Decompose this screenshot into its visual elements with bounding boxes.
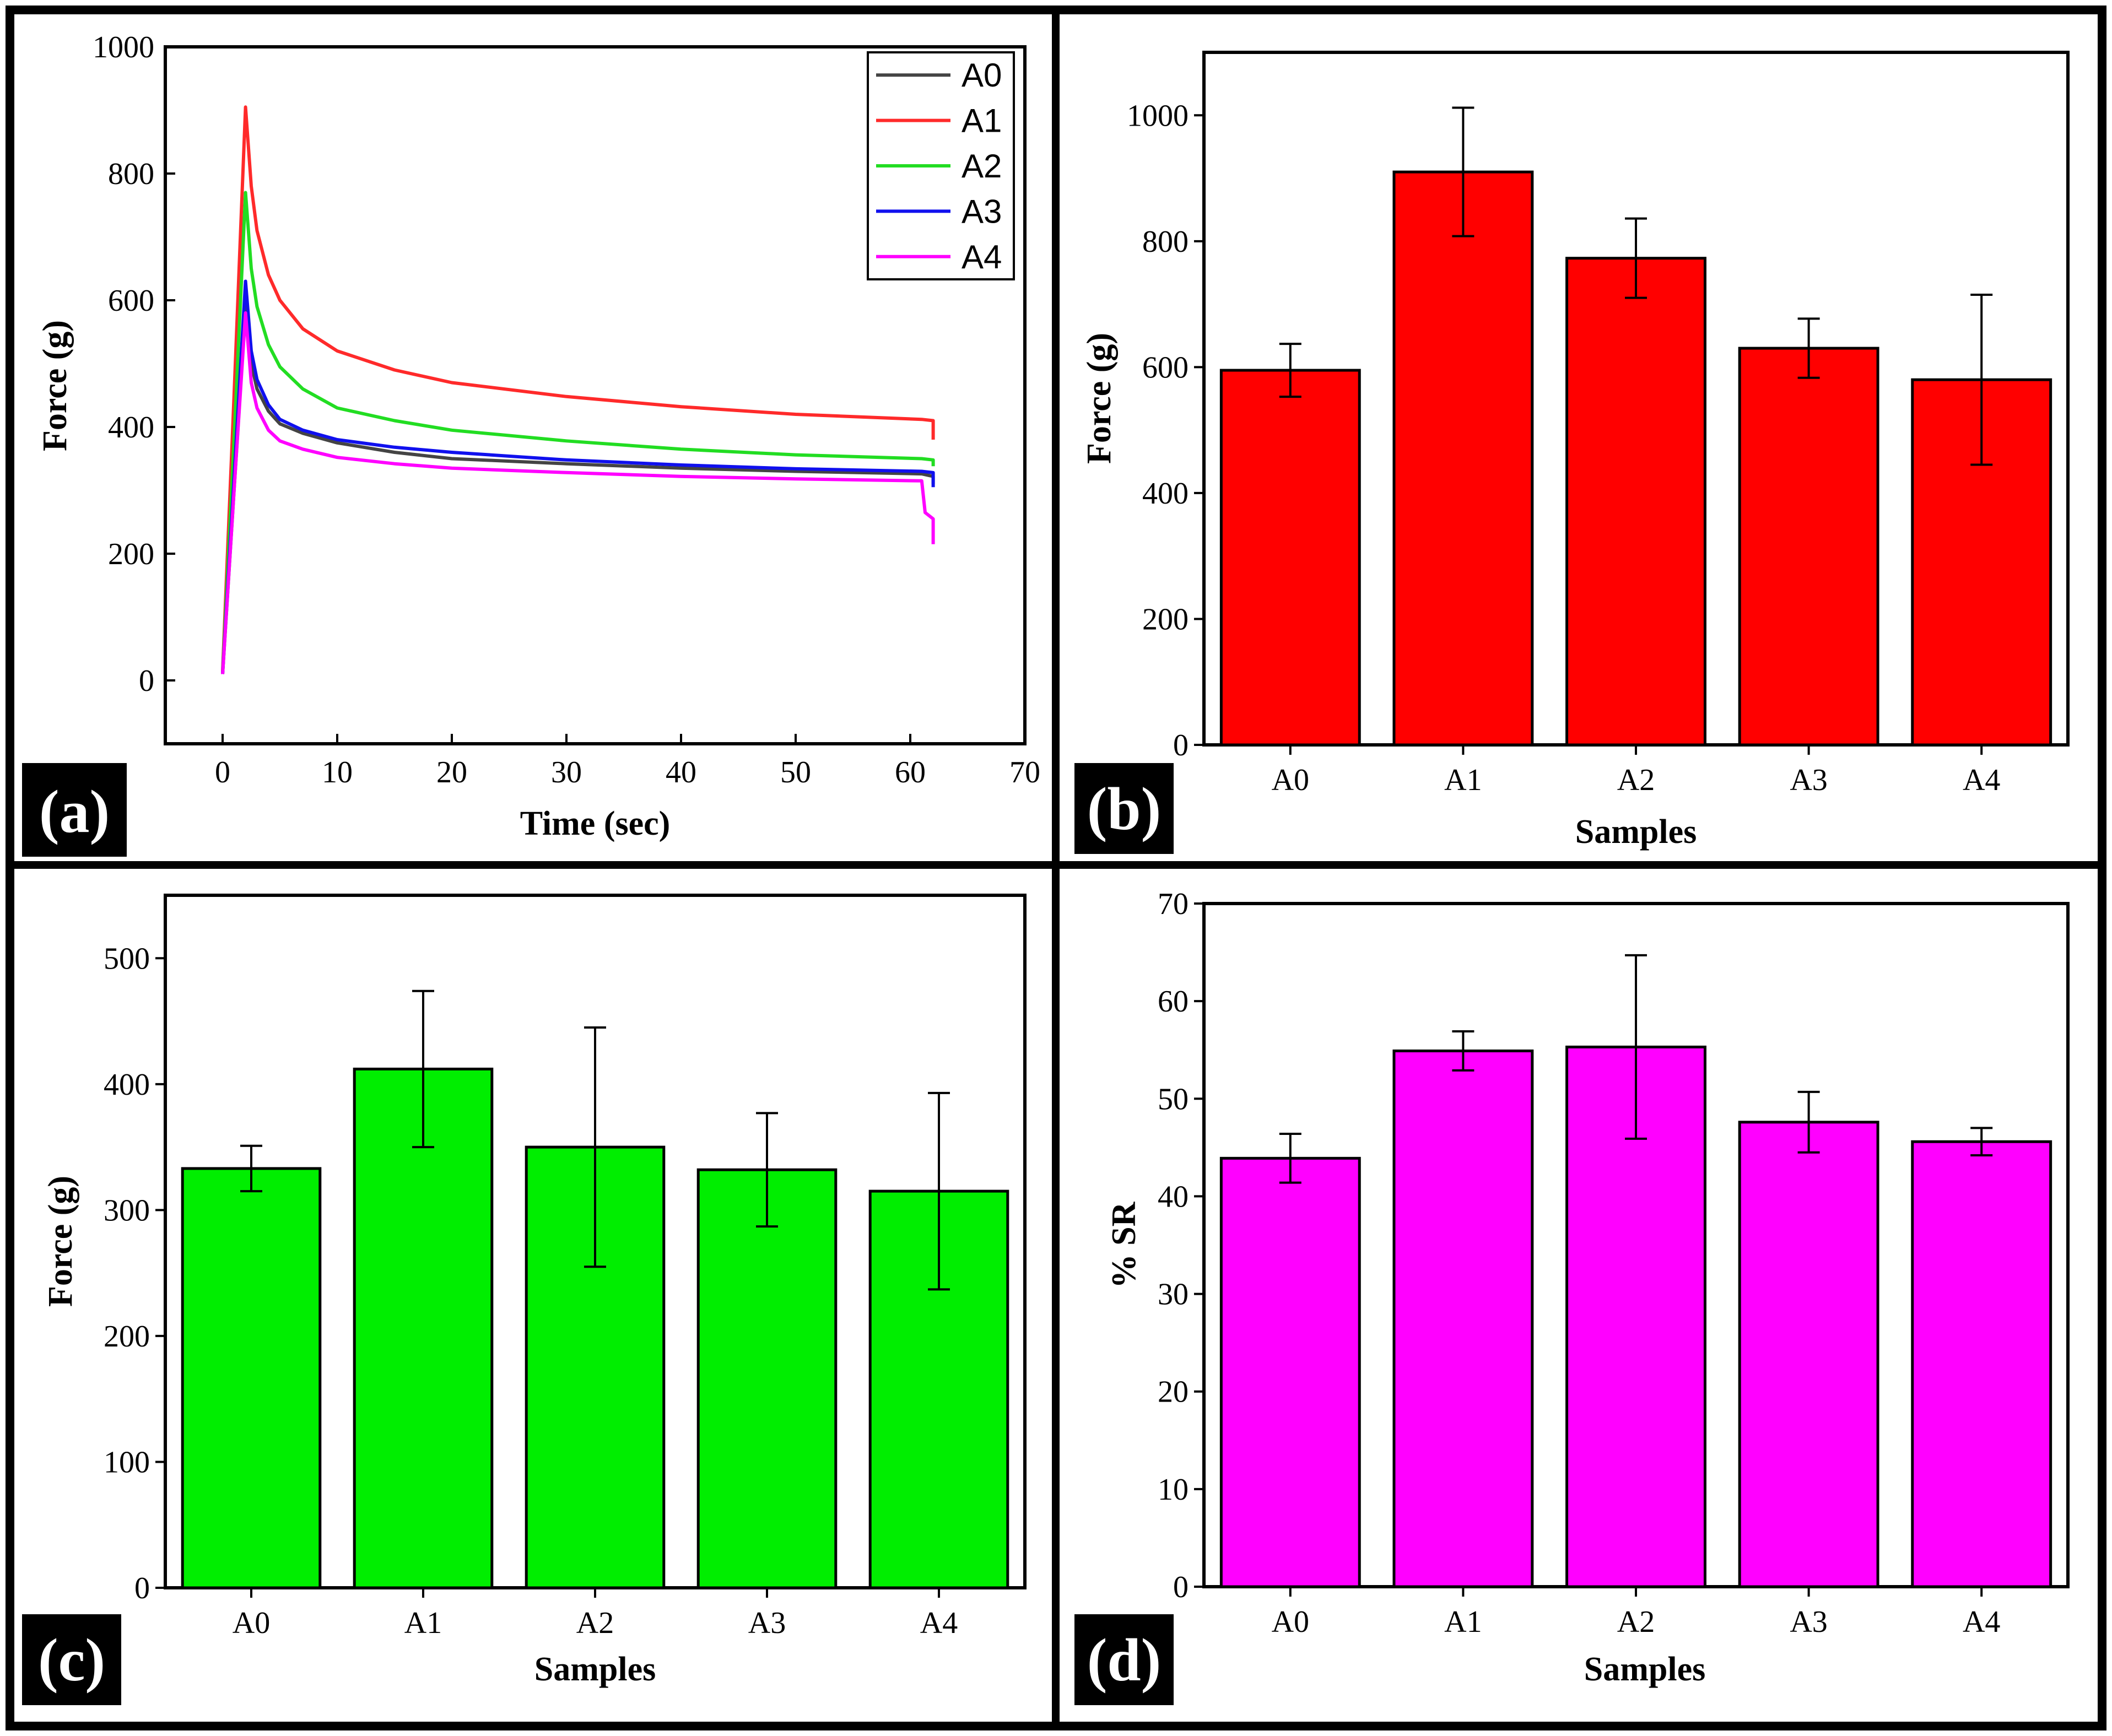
panel-d: 0 10 20 30 40 50 60 70 A0 A1 A2 A3 A4 Samples % SR (… — [1074, 887, 2070, 1705]
y-tick-label-c: 200 — [104, 1319, 150, 1354]
panel-label-c: (c) — [38, 1626, 105, 1694]
x-tick-label-d: A0 — [1272, 1605, 1309, 1639]
bar-a3-c — [696, 1168, 838, 1589]
x-tick-label-a: 50 — [780, 755, 811, 789]
x-tick-label-c: A4 — [920, 1606, 958, 1640]
y-tick-label-d: 60 — [1158, 985, 1189, 1019]
y-tick-label-a: 1000 — [93, 30, 154, 64]
legend-label-a1: A1 — [962, 102, 1002, 139]
x-tick-label-a: 30 — [551, 755, 582, 789]
bars-d: 0 10 20 30 40 50 60 70 A0 A1 A2 A3 A4 — [1158, 887, 2052, 1639]
bar-a4-d — [1911, 1140, 2052, 1588]
x-tick-label-b: A2 — [1617, 763, 1655, 797]
y-tick-label-c: 500 — [104, 942, 150, 976]
bar-a0-b — [1219, 369, 1361, 747]
panel-label-d: (d) — [1087, 1626, 1161, 1694]
legend-label-a3: A3 — [962, 193, 1002, 230]
x-axis-label-c: Samples — [534, 1651, 656, 1688]
y-tick-label-c: 100 — [104, 1445, 150, 1479]
x-tick-label-b: A4 — [1963, 763, 2000, 797]
bar-a0-d — [1219, 1156, 1361, 1588]
bar-a3-d — [1738, 1121, 1879, 1588]
y-tick-label-b: 800 — [1142, 225, 1189, 259]
legend: A0 A1 A2 A3 A4 — [867, 51, 1015, 280]
x-tick-label-d: A3 — [1790, 1605, 1827, 1639]
x-tick-label-a: 20 — [436, 755, 467, 789]
series-line-a1 — [221, 105, 935, 671]
x-axis-label-b: Samples — [1575, 813, 1697, 851]
y-tick-label-d: 70 — [1158, 887, 1189, 921]
legend-label-a2: A2 — [962, 148, 1002, 185]
x-tick-label-b: A3 — [1790, 763, 1827, 797]
panel-c: 0 100 200 300 400 500 A0 A1 A2 A3 A4 Samples Force… — [22, 894, 1027, 1705]
y-tick-label-d: 50 — [1158, 1082, 1189, 1116]
x-axis-label-a: Time (sec) — [520, 805, 671, 842]
legend-label-a4: A4 — [962, 239, 1002, 275]
y-axis-label-a: Force (g) — [36, 320, 74, 451]
x-tick-label-b: A0 — [1272, 763, 1309, 797]
y-tick-label-a: 400 — [108, 410, 154, 445]
panel-label-box-b — [1074, 763, 1174, 854]
axis-ticks-a: 0 10 20 30 40 50 60 70 0 200 400 600 800 1000 — [93, 30, 1040, 789]
x-tick-label-d: A2 — [1617, 1605, 1655, 1639]
panel-b: 0 200 400 600 800 1000 A0 A1 A2 A3 A4 Samples Forc… — [1074, 51, 2070, 854]
bar-a3-b — [1738, 347, 1879, 747]
x-tick-label-a: 0 — [215, 755, 230, 789]
bars-b: 0 200 400 600 800 1000 A0 A1 A2 A3 A4 — [1127, 99, 2052, 797]
x-tick-label-a: 10 — [322, 755, 353, 789]
panel-label-box-d — [1074, 1614, 1174, 1705]
bar-a2-b — [1565, 257, 1706, 747]
x-tick-label-c: A2 — [576, 1606, 614, 1640]
y-tick-label-b: 600 — [1142, 350, 1189, 385]
bar-a1-d — [1392, 1049, 1534, 1588]
x-tick-label-a: 60 — [895, 755, 926, 789]
x-tick-label-c: A0 — [233, 1606, 270, 1640]
plot-frame-a — [164, 45, 1027, 745]
x-tick-label-a: 40 — [666, 755, 696, 789]
y-tick-label-c: 300 — [104, 1193, 150, 1227]
lines-a — [221, 105, 935, 674]
y-tick-label-d: 30 — [1158, 1278, 1189, 1312]
y-axis-label-c: Force (g) — [42, 1176, 79, 1307]
y-tick-label-c: 0 — [134, 1571, 150, 1605]
y-tick-label-d: 20 — [1158, 1375, 1189, 1409]
y-tick-label-b: 0 — [1173, 728, 1189, 762]
x-tick-label-a: 70 — [1009, 755, 1040, 789]
y-axis-label-d: % SR — [1105, 1201, 1143, 1288]
x-tick-label-c: A1 — [404, 1606, 442, 1640]
x-tick-label-d: A4 — [1963, 1605, 2000, 1639]
panel-label-a: (a) — [39, 778, 110, 845]
x-tick-label-d: A1 — [1444, 1605, 1482, 1639]
panel-label-box-c — [22, 1614, 121, 1705]
y-tick-label-a: 200 — [108, 537, 154, 571]
x-axis-label-d: Samples — [1584, 1651, 1705, 1688]
bar-a1-b — [1392, 170, 1534, 747]
y-tick-label-c: 400 — [104, 1068, 150, 1102]
bars-c: 0 100 200 300 400 500 A0 A1 A2 A3 A4 — [104, 942, 1009, 1640]
series-line-a0 — [221, 305, 935, 674]
y-tick-label-d: 40 — [1158, 1180, 1189, 1214]
y-tick-label-d: 10 — [1158, 1473, 1189, 1507]
series-line-a4 — [221, 311, 935, 674]
series-line-a3 — [221, 279, 935, 674]
series-line-a2 — [221, 191, 935, 673]
panel-label-box-a — [22, 763, 127, 857]
y-axis-label-b: Force (g) — [1081, 333, 1118, 464]
x-tick-label-c: A3 — [748, 1606, 786, 1640]
panel-label-b: (b) — [1087, 775, 1161, 842]
y-tick-label-b: 200 — [1142, 602, 1189, 636]
y-tick-label-a: 800 — [108, 157, 154, 191]
y-tick-label-a: 0 — [139, 664, 154, 698]
y-tick-label-d: 0 — [1173, 1570, 1189, 1604]
y-tick-label-b: 400 — [1142, 477, 1189, 511]
y-tick-label-a: 600 — [108, 284, 154, 318]
x-tick-label-b: A1 — [1444, 763, 1482, 797]
bar-a0-c — [181, 1167, 322, 1589]
legend-label-a0: A0 — [962, 57, 1002, 94]
y-tick-label-b: 1000 — [1127, 99, 1189, 133]
